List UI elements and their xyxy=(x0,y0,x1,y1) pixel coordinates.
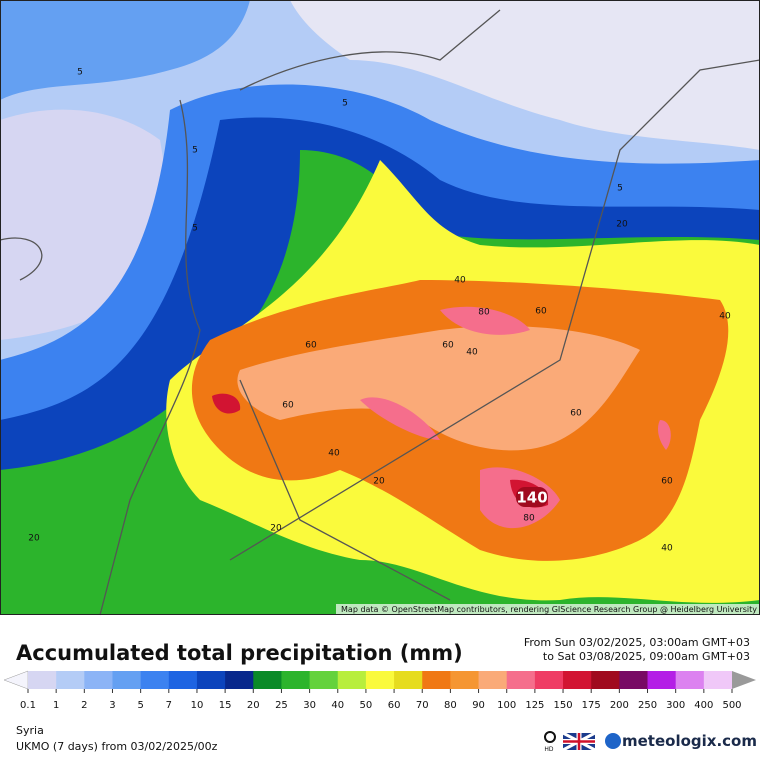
contour-label: 60 xyxy=(282,401,294,411)
contour-label: 80 xyxy=(523,514,535,524)
legend-swatch xyxy=(647,671,677,689)
legend-swatch xyxy=(619,671,649,689)
legend-swatch xyxy=(394,671,423,689)
legend-swatch xyxy=(196,671,226,689)
legend-swatch xyxy=(337,671,367,689)
max-label: 140 xyxy=(516,489,547,507)
contour-label: 40 xyxy=(328,449,340,459)
legend-swatch xyxy=(506,671,536,689)
legend-label: 5 xyxy=(137,700,143,711)
attribution: Map data © OpenStreetMap contributors, r… xyxy=(341,605,757,614)
contour-label: 5 xyxy=(342,99,348,109)
contour-label: 20 xyxy=(28,534,40,544)
contour-label: 40 xyxy=(466,348,478,358)
legend-swatch xyxy=(28,671,57,689)
legend-label: 125 xyxy=(525,700,544,711)
legend-label: 400 xyxy=(694,700,713,711)
legend-label: 30 xyxy=(303,700,316,711)
legend-swatch xyxy=(225,671,254,689)
legend-swatch xyxy=(534,671,564,689)
period-to: to Sat 03/08/2025, 09:00am GMT+03 xyxy=(543,650,750,663)
legend-arrow xyxy=(3,670,29,690)
legend-label: 500 xyxy=(722,700,741,711)
model: UKMO (7 days) from 03/02/2025/00z xyxy=(16,740,218,753)
zoom-icon xyxy=(544,731,556,743)
legend-label: 70 xyxy=(416,700,429,711)
legend-swatch xyxy=(168,671,198,689)
legend-swatch xyxy=(84,671,113,689)
legend-label: 40 xyxy=(331,700,344,711)
contour-label: 60 xyxy=(535,307,547,317)
legend-label: 60 xyxy=(388,700,401,711)
legend-label: 10 xyxy=(191,700,204,711)
contour-label: 60 xyxy=(305,341,317,351)
legend-swatch xyxy=(253,671,282,689)
contour-label: 20 xyxy=(616,220,628,230)
legend-label: 20 xyxy=(247,700,260,711)
legend-swatch xyxy=(309,671,339,689)
contour-label: 40 xyxy=(719,312,731,322)
legend-swatch xyxy=(56,671,85,689)
legend-label: 80 xyxy=(444,700,457,711)
legend-label: 3 xyxy=(109,700,115,711)
contour-label: 80 xyxy=(478,308,490,318)
contour-label: 60 xyxy=(570,409,582,419)
legend-swatch xyxy=(591,671,620,689)
borders xyxy=(0,9,760,616)
contour-label: 60 xyxy=(442,341,454,351)
legend-swatch xyxy=(281,671,311,689)
contour-label: 5 xyxy=(617,184,623,194)
legend-swatch xyxy=(703,671,733,689)
legend-swatch xyxy=(365,671,395,689)
contour-label: 20 xyxy=(270,524,282,534)
region: Syria xyxy=(16,724,44,737)
legend-label: 150 xyxy=(553,700,572,711)
map: 5 5 5 5 5 20 40 40 80 60 60 60 40 60 60 … xyxy=(0,0,760,616)
legend-label: 300 xyxy=(666,700,685,711)
max-badge xyxy=(516,487,548,507)
legend-swatch xyxy=(450,671,480,689)
brand[interactable]: meteologix.com xyxy=(622,732,757,750)
legend-label: 90 xyxy=(472,700,485,711)
contour-label: 20 xyxy=(373,477,385,487)
legend-swatch xyxy=(478,671,508,689)
legend-label: 250 xyxy=(638,700,657,711)
brand-logo xyxy=(605,733,621,749)
contour-label: 40 xyxy=(454,276,466,286)
contour-label: 5 xyxy=(192,224,198,234)
contour-labels: 5 5 5 5 5 20 40 40 80 60 60 60 40 60 60 … xyxy=(28,68,731,554)
flag-icon xyxy=(562,731,596,752)
legend-label: 2 xyxy=(81,700,87,711)
contour-label: 60 xyxy=(661,477,673,487)
legend-label: 175 xyxy=(582,700,601,711)
legend-label: 7 xyxy=(166,700,172,711)
legend-swatch xyxy=(112,671,142,689)
legend-swatch xyxy=(140,671,170,689)
contour-label: 40 xyxy=(661,544,673,554)
legend-swatch xyxy=(563,671,592,689)
contour-label: 5 xyxy=(192,146,198,156)
legend-label: 0.1 xyxy=(20,700,36,711)
legend: 0.1 1 2 3 5 7 10 15 20 25 30 40 50 60 70 80 90 100 125 150 1… xyxy=(3,670,756,711)
contour-label: 5 xyxy=(77,68,83,78)
period-from: From Sun 03/02/2025, 03:00am GMT+03 xyxy=(524,636,750,649)
legend-label: 200 xyxy=(610,700,629,711)
legend-label: 50 xyxy=(360,700,373,711)
legend-label: 15 xyxy=(219,700,232,711)
legend-swatch xyxy=(422,671,451,689)
legend-swatch xyxy=(675,671,705,689)
title: Accumulated total precipitation (mm) xyxy=(16,641,463,665)
legend-label: 100 xyxy=(497,700,516,711)
legend-arrow xyxy=(732,671,756,689)
legend-label: 1 xyxy=(53,700,59,711)
legend-label: 25 xyxy=(275,700,288,711)
hd-label: HD xyxy=(544,746,554,753)
